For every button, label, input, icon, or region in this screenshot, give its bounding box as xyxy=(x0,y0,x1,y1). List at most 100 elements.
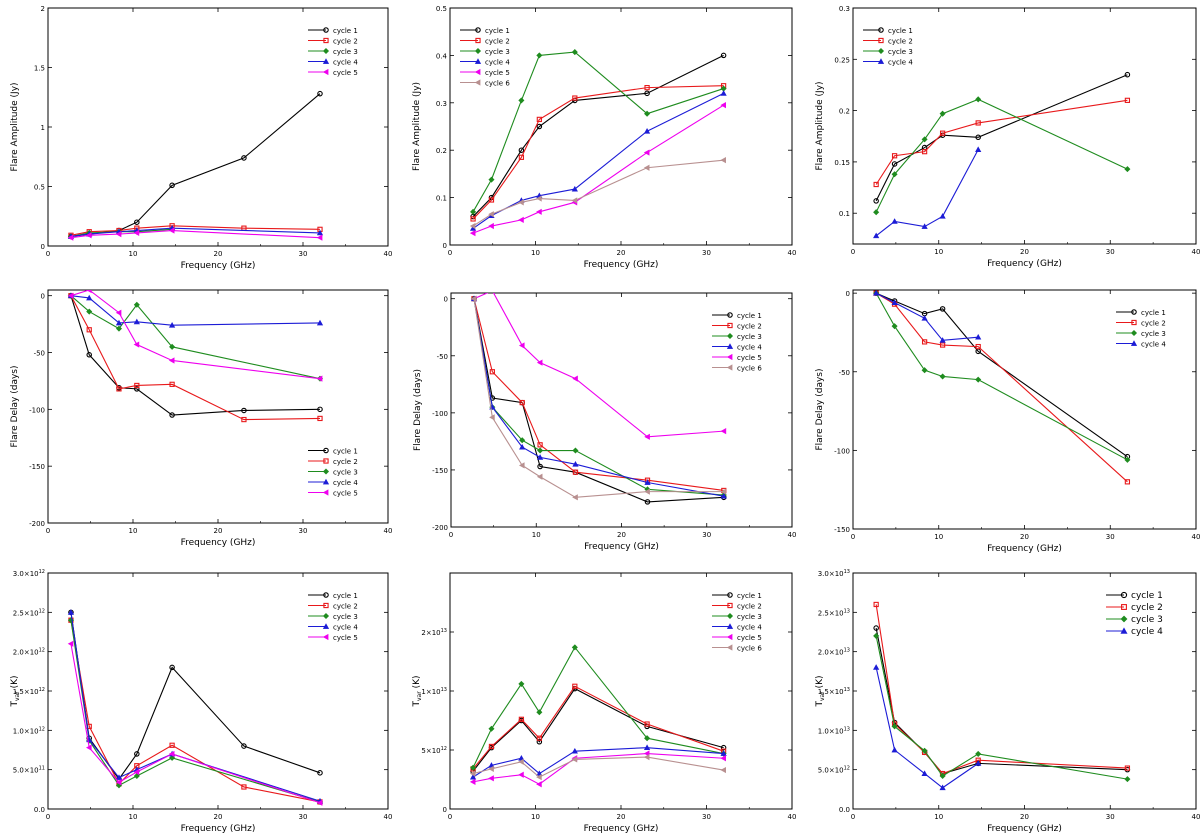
y-tick-label: 1×1013 xyxy=(421,687,447,696)
y-tick-label-text: -200 xyxy=(29,520,45,528)
data-point xyxy=(537,447,544,454)
y-tick-label-text: -100 xyxy=(29,406,45,414)
y-tick-exponent: 12 xyxy=(441,746,447,752)
legend: cycle 1 cycle 2 cycle 3 cycle 4 cycle 5 cycle… xyxy=(712,592,762,653)
data-point xyxy=(891,723,898,730)
data-point xyxy=(133,301,140,308)
data-point xyxy=(241,416,247,423)
data-point xyxy=(488,775,494,782)
data-point xyxy=(921,367,928,374)
legend-marker xyxy=(322,58,330,64)
data-point xyxy=(975,343,981,350)
legend-marker xyxy=(322,633,329,641)
series-line xyxy=(70,290,321,380)
plot-area xyxy=(470,293,727,505)
legend-marker xyxy=(474,79,481,86)
y-tick-label: 5.0×1012 xyxy=(818,766,850,775)
data-point xyxy=(519,437,526,444)
y-axis-label-sub: var xyxy=(14,691,21,701)
series-cycle-2 xyxy=(68,223,323,238)
series-line xyxy=(473,293,724,438)
y-tick-label: 0.3 xyxy=(839,5,850,13)
data-point xyxy=(86,290,92,294)
y-tick-label-text: 0.0 xyxy=(839,806,850,814)
data-point xyxy=(115,309,122,316)
y-tick-label-text: -150 xyxy=(834,526,850,534)
series-line xyxy=(70,225,321,236)
legend-label: cycle 1 xyxy=(737,312,762,320)
y-axis-label: Flare Amplitude (Jy) xyxy=(10,82,20,171)
series-cycle-5 xyxy=(67,227,323,241)
data-point xyxy=(644,90,650,97)
y-tick-label-text: 0.2 xyxy=(839,108,850,116)
x-tick-label: 30 xyxy=(299,250,308,258)
data-point xyxy=(86,294,93,301)
legend-marker xyxy=(323,592,329,598)
x-tick-label: 30 xyxy=(1106,813,1115,821)
data-point xyxy=(168,227,175,234)
x-tick-label: 30 xyxy=(702,531,711,539)
data-point xyxy=(873,198,879,204)
series-cycle-1 xyxy=(68,609,323,782)
series-line xyxy=(875,627,1128,775)
y-tick-exponent: 13 xyxy=(844,648,850,654)
y-tick-label-text: 5.0×10 xyxy=(818,767,844,775)
data-point xyxy=(644,85,650,91)
data-point xyxy=(519,399,525,406)
series-cycle-1 xyxy=(471,295,727,505)
y-tick-label: 0.5 xyxy=(34,184,45,192)
data-point xyxy=(133,768,140,776)
data-point xyxy=(241,743,247,749)
chart-panel-2: 0 10 20 30 40 0 0.1 0.2 0.3 0.4 0.5 Frequency (GHz)… xyxy=(412,5,796,270)
data-point xyxy=(488,765,494,772)
y-tick-label: 5×1012 xyxy=(421,746,447,755)
data-point xyxy=(644,433,650,440)
legend-item: cycle 2 xyxy=(308,458,358,466)
data-point xyxy=(470,208,477,215)
y-tick-label: 3.0×1013 xyxy=(818,569,850,578)
data-point xyxy=(644,735,651,742)
data-point xyxy=(518,716,525,722)
data-point xyxy=(469,230,476,237)
data-point xyxy=(536,123,543,130)
data-point xyxy=(67,609,75,615)
data-point xyxy=(720,52,727,59)
legend-item: cycle 3 xyxy=(1106,615,1163,625)
data-point xyxy=(720,744,727,751)
series-line xyxy=(70,227,321,238)
legend-marker xyxy=(475,37,481,44)
legend-marker xyxy=(727,322,733,329)
legend-item: cycle 4 xyxy=(1106,627,1163,637)
data-point xyxy=(720,750,727,756)
y-axis-label: Flare Delay (days) xyxy=(10,365,20,447)
chart-panel-7: 0 10 20 30 400.05.0×10111.0×10121.5×10122.0×… xyxy=(10,569,392,834)
y-tick-label-text: 1.5 xyxy=(34,65,45,73)
data-point xyxy=(86,744,92,751)
data-point xyxy=(921,223,928,229)
series-line xyxy=(70,620,321,803)
y-tick-label-text: 1.5×10 xyxy=(13,688,39,696)
data-point xyxy=(317,415,323,422)
legend-marker xyxy=(877,47,885,55)
series-line xyxy=(70,295,321,421)
legend-label: cycle 1 xyxy=(333,27,358,35)
y-tick-label: 0.15 xyxy=(834,159,850,167)
y-tick-label: 1 xyxy=(41,124,45,132)
legend-marker xyxy=(726,343,734,349)
data-point xyxy=(493,293,495,294)
y-tick-label-text: 2.5×10 xyxy=(13,609,39,617)
data-point xyxy=(572,375,578,382)
legend-label: cycle 2 xyxy=(737,603,762,611)
data-point xyxy=(939,213,946,219)
legend-label: cycle 2 xyxy=(333,603,358,611)
plot-area xyxy=(873,71,1131,239)
plot-area xyxy=(873,290,1131,485)
series-cycle-4 xyxy=(67,609,324,804)
series-cycle-1 xyxy=(873,625,1131,777)
x-tick-label: 30 xyxy=(1106,248,1115,256)
y-axis-label: Tvar (K) xyxy=(412,676,423,708)
legend-marker xyxy=(726,364,733,371)
legend-label: cycle 4 xyxy=(737,344,762,352)
legend-label: cycle 1 xyxy=(333,592,358,600)
data-point xyxy=(536,52,543,59)
